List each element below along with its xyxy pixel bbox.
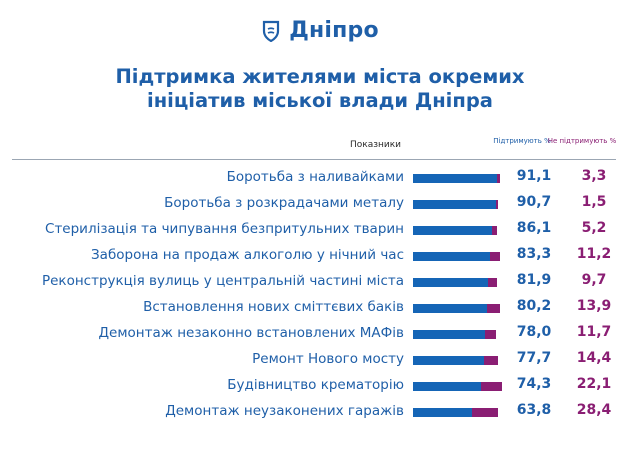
chart-row: Встановлення нових сміттєвих баків 80,2 13… xyxy=(0,295,640,321)
chart-row: Ремонт Нового мосту 77,7 14,4 xyxy=(0,347,640,373)
value-support: 78,0 xyxy=(516,324,552,340)
value-no-support: 5,2 xyxy=(581,220,607,236)
page-title-line-1: Підтримка жителями міста окремих xyxy=(115,65,525,88)
bar-segment-no-support xyxy=(492,226,497,235)
category-label: Реконструкція вулиць у центральній части… xyxy=(41,273,404,289)
stacked-bar xyxy=(413,174,505,183)
page-title-line-2: ініціатив міської влади Дніпра xyxy=(147,89,493,112)
column-header-no-support-text: Не підтримують % xyxy=(547,137,617,145)
value-support: 77,7 xyxy=(516,350,552,366)
bar-segment-no-support xyxy=(481,382,502,391)
chart-row: Реконструкція вулиць у центральній части… xyxy=(0,269,640,295)
category-label: Будівництво крематорію xyxy=(227,377,404,393)
chart-row: Демонтаж неузаконених гаражів 63,8 28,4 xyxy=(0,399,640,425)
stacked-bar xyxy=(413,330,505,339)
column-header-indicators: Показники xyxy=(350,140,402,150)
value-no-support: 28,4 xyxy=(576,402,612,418)
category-label: Стерилізація та чипування безпритульних … xyxy=(45,221,404,237)
bar-segment-support xyxy=(413,408,472,417)
category-label: Встановлення нових сміттєвих баків xyxy=(143,299,404,315)
bar-segment-no-support xyxy=(484,330,496,339)
dnipro-logo-icon xyxy=(263,20,280,42)
category-label: Демонтаж незаконно встановлених МАФів xyxy=(98,325,405,341)
category-label: Боротьба з наливайками xyxy=(226,169,404,185)
bar-segment-support xyxy=(413,382,482,391)
bar-segment-support xyxy=(413,252,490,261)
stacked-bar xyxy=(413,252,505,261)
chart-row: Боротьба з розкрадачами металу 90,7 1,5 xyxy=(0,191,640,217)
bar-segment-no-support xyxy=(496,174,500,183)
chart-row: Будівництво крематорію 74,3 22,1 xyxy=(0,373,640,399)
bar-segment-no-support xyxy=(471,408,498,417)
bar-segment-support xyxy=(413,304,487,313)
brand-logo: Дніпро xyxy=(0,18,640,43)
header-divider xyxy=(12,159,616,160)
chart-rows: Боротьба з наливайками 91,1 3,3 Боротьба з … xyxy=(0,165,640,425)
value-no-support: 22,1 xyxy=(576,376,612,392)
value-no-support: 9,7 xyxy=(581,272,607,288)
value-support: 91,1 xyxy=(516,168,552,184)
stacked-bar xyxy=(413,304,505,313)
bar-segment-no-support xyxy=(496,200,498,209)
column-header-no-support: Не підтримують % xyxy=(547,136,617,147)
bar-segment-support xyxy=(413,356,485,365)
value-no-support: 11,2 xyxy=(576,246,612,262)
category-label: Ремонт Нового мосту xyxy=(252,351,404,367)
bar-segment-no-support xyxy=(489,252,500,261)
chart-row: Стерилізація та чипування безпритульних … xyxy=(0,217,640,243)
value-no-support: 3,3 xyxy=(581,168,607,184)
value-no-support: 11,7 xyxy=(576,324,612,340)
value-support: 80,2 xyxy=(516,298,552,314)
chart-row: Боротьба з наливайками 91,1 3,3 xyxy=(0,165,640,191)
stacked-bar xyxy=(413,356,505,365)
column-header-support: Підтримують % xyxy=(487,136,557,147)
bar-segment-no-support xyxy=(484,356,498,365)
value-support: 81,9 xyxy=(516,272,552,288)
category-label: Боротьба з розкрадачами металу xyxy=(164,195,404,211)
chart-row: Заборона на продаж алкоголю у нічний час… xyxy=(0,243,640,269)
value-support: 74,3 xyxy=(516,376,552,392)
value-support: 83,3 xyxy=(516,246,552,262)
bar-segment-support xyxy=(413,278,489,287)
stacked-bar xyxy=(413,408,505,417)
bar-segment-support xyxy=(413,330,485,339)
brand-name: Дніпро xyxy=(289,18,379,43)
column-header-support-text: Підтримують % xyxy=(493,137,551,145)
bar-segment-support xyxy=(413,200,497,209)
value-no-support: 14,4 xyxy=(576,350,612,366)
value-no-support: 1,5 xyxy=(581,194,607,210)
category-label: Демонтаж неузаконених гаражів xyxy=(165,403,404,419)
stacked-bar xyxy=(413,382,505,391)
bar-segment-no-support xyxy=(486,304,500,313)
stacked-bar xyxy=(413,200,505,209)
chart-row: Демонтаж незаконно встановлених МАФів 78,… xyxy=(0,321,640,347)
category-label: Заборона на продаж алкоголю у нічний час xyxy=(91,247,404,263)
value-support: 86,1 xyxy=(516,220,552,236)
stacked-bar xyxy=(413,278,505,287)
stacked-bar xyxy=(413,226,505,235)
value-support: 63,8 xyxy=(516,402,552,418)
bar-segment-no-support xyxy=(488,278,498,287)
bar-segment-support xyxy=(413,226,493,235)
value-no-support: 13,9 xyxy=(576,298,612,314)
bar-segment-support xyxy=(413,174,497,183)
value-support: 90,7 xyxy=(516,194,552,210)
